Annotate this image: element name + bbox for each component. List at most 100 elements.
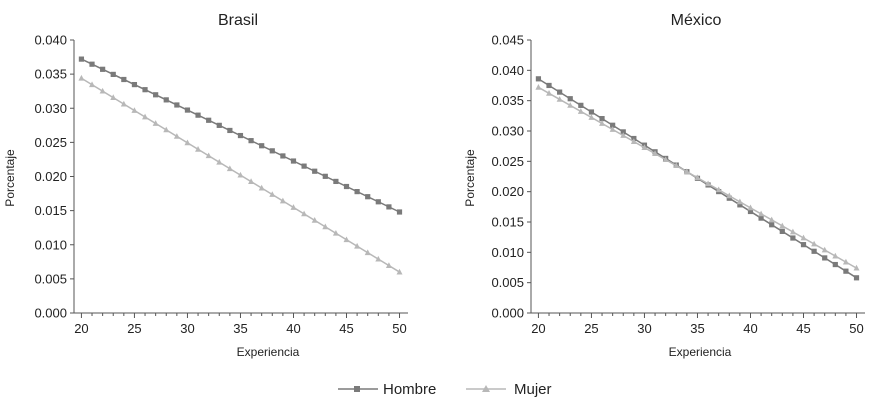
brasil-hombre-point bbox=[259, 143, 265, 149]
brasil-mujer-point bbox=[237, 171, 244, 178]
mexico-hombre-point bbox=[853, 275, 860, 281]
mexico-mujer-point bbox=[747, 204, 754, 211]
brasil-hombre-point bbox=[301, 163, 307, 169]
mexico-mujer-point bbox=[705, 180, 712, 187]
mexico-chart: México Experiencia Porcentaje 0.000 0.005… bbox=[463, 12, 865, 359]
mexico-mujer-point bbox=[641, 144, 648, 150]
brasil-x-tick-label: 25 bbox=[127, 321, 141, 336]
mexico-mujer-point bbox=[832, 252, 839, 259]
brasil-x-axis-label: Experiencia bbox=[237, 345, 300, 359]
brasil-y-tick-label: 0.030 bbox=[34, 101, 67, 116]
brasil-mujer-point bbox=[269, 191, 276, 197]
legend-hombre-marker bbox=[354, 386, 360, 392]
mexico-hombre-point bbox=[779, 228, 785, 234]
brasil-hombre-point bbox=[131, 81, 138, 88]
mexico-mujer-point bbox=[609, 126, 616, 132]
mexico-hombre-point bbox=[843, 268, 849, 274]
mexico-mujer-point bbox=[535, 84, 542, 90]
brasil-mujer-point bbox=[343, 236, 350, 243]
brasil-y-tick-label: 0.000 bbox=[34, 306, 67, 321]
mexico-y-tick-label: 0.040 bbox=[491, 63, 524, 78]
brasil-mujer-point bbox=[290, 204, 297, 210]
mexico-x-tick-label: 20 bbox=[531, 321, 545, 336]
mexico-hombre-point bbox=[620, 129, 626, 135]
brasil-mujer-point bbox=[142, 113, 149, 120]
brasil-hombre-point bbox=[184, 107, 191, 113]
brasil-hombre-point bbox=[365, 194, 371, 200]
brasil-title: Brasil bbox=[218, 12, 258, 29]
brasil-mujer-point bbox=[184, 139, 191, 146]
brasil-y-tick-label: 0.035 bbox=[34, 67, 67, 82]
mexico-mujer-point bbox=[662, 156, 669, 163]
legend: Hombre Mujer bbox=[338, 381, 552, 398]
brasil-y-tick-label: 0.040 bbox=[34, 33, 67, 48]
brasil-hombre-point bbox=[248, 138, 254, 144]
mexico-y-tick-label: 0.005 bbox=[491, 275, 524, 290]
mexico-mujer-point bbox=[853, 264, 860, 271]
brasil-mujer-point bbox=[322, 223, 329, 230]
brasil-mujer-point bbox=[279, 197, 286, 204]
mexico-title: México bbox=[671, 12, 722, 29]
brasil-hombre-point bbox=[142, 87, 148, 93]
mexico-mujer-point bbox=[768, 216, 775, 223]
mexico-mujer-point bbox=[715, 186, 722, 193]
mexico-mujer-point bbox=[821, 246, 828, 253]
brasil-y-tick-label: 0.015 bbox=[34, 203, 67, 218]
brasil-hombre-point bbox=[174, 102, 180, 108]
mexico-mujer-point bbox=[694, 174, 701, 181]
mexico-mujer-point bbox=[811, 240, 818, 247]
brasil-mujer-point bbox=[248, 178, 255, 184]
brasil-mujer-point bbox=[258, 184, 265, 191]
brasil-hombre-point bbox=[396, 209, 403, 215]
mexico-mujer-point bbox=[556, 96, 563, 102]
mexico-hombre-point bbox=[610, 122, 616, 128]
brasil-hombre-point bbox=[312, 168, 318, 174]
brasil-hombre-point bbox=[100, 66, 106, 72]
brasil-mujer-point bbox=[216, 158, 223, 165]
brasil-y-tick-label: 0.005 bbox=[34, 271, 67, 286]
mexico-hombre-point bbox=[557, 89, 563, 95]
brasil-hombre-point bbox=[343, 183, 350, 190]
brasil-hombre-point bbox=[121, 76, 127, 83]
brasil-mujer-point bbox=[78, 74, 85, 81]
brasil-hombre-point bbox=[163, 97, 169, 103]
brasil-mujer-point bbox=[163, 126, 170, 133]
mexico-y-axis-label: Porcentaje bbox=[463, 149, 477, 207]
mexico-mujer-point bbox=[789, 228, 796, 235]
mexico-mujer-point bbox=[599, 120, 606, 126]
mexico-y-tick-label: 0.035 bbox=[491, 93, 524, 108]
brasil-mujer-point bbox=[301, 210, 308, 217]
brasil-mujer-point bbox=[226, 165, 233, 172]
brasil-mujer-point bbox=[332, 229, 339, 236]
brasil-y-tick-label: 0.025 bbox=[34, 135, 67, 150]
brasil-mujer-point bbox=[205, 152, 212, 159]
brasil-chart: Brasil Experiencia Porcentaje 0.000 0.005… bbox=[3, 12, 408, 359]
mexico-hombre-point bbox=[758, 215, 764, 221]
mexico-mujer-point bbox=[842, 258, 849, 265]
mexico-x-tick-label: 45 bbox=[796, 321, 810, 336]
mexico-hombre-point bbox=[832, 261, 838, 268]
mexico-hombre-point bbox=[811, 248, 817, 254]
mexico-y-tick-label: 0.020 bbox=[491, 184, 524, 199]
brasil-y-tick-label: 0.010 bbox=[34, 237, 67, 252]
brasil-mujer-point bbox=[110, 94, 117, 101]
mexico-x-tick-label: 25 bbox=[584, 321, 598, 336]
brasil-y-tick-label: 0.020 bbox=[34, 169, 67, 184]
mexico-mujer-point bbox=[588, 114, 595, 120]
brasil-hombre-point bbox=[354, 189, 360, 195]
legend-hombre-label: Hombre bbox=[383, 381, 436, 398]
mexico-y-tick-label: 0.025 bbox=[491, 154, 524, 169]
mexico-mujer-point bbox=[630, 138, 637, 144]
brasil-hombre-point bbox=[237, 132, 244, 139]
mexico-mujer-point bbox=[567, 102, 574, 108]
brasil-hombre-point bbox=[290, 158, 297, 164]
mexico-x-tick-label: 35 bbox=[690, 321, 704, 336]
legend-mujer-marker bbox=[482, 385, 490, 392]
mexico-mujer-point bbox=[683, 168, 690, 175]
mexico-hombre-point bbox=[800, 242, 807, 248]
brasil-mujer-point bbox=[385, 262, 392, 268]
brasil-hombre-point bbox=[206, 117, 212, 123]
brasil-mujer-point bbox=[396, 268, 403, 275]
mexico-hombre-point bbox=[790, 235, 796, 241]
mexico-y-tick-label: 0.030 bbox=[491, 124, 524, 139]
